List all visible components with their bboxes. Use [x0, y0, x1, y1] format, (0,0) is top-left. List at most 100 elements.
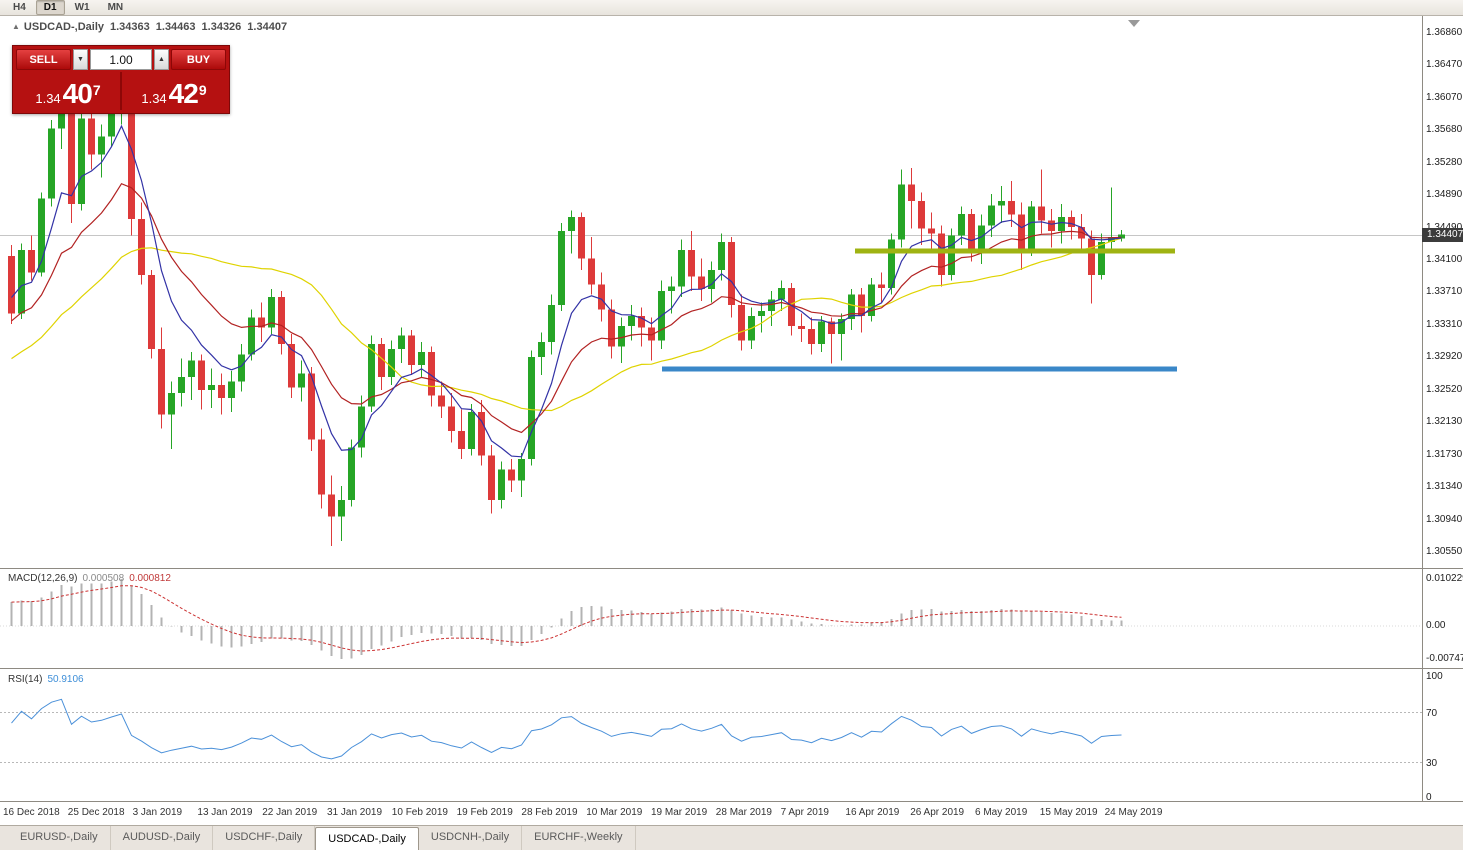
price-tick: 1.30550 [1426, 545, 1463, 557]
date-tick: 15 May 2019 [1039, 807, 1098, 818]
up-arrow-icon: ▲ [158, 56, 165, 63]
ma-mid-line [11, 182, 1122, 434]
date-tick: 16 Apr 2019 [845, 807, 900, 818]
ohlc-close: 1.34407 [247, 21, 288, 33]
macd-value-signal: 0.000812 [129, 573, 171, 584]
bid-ask-row: 1.34 40 7 1.34 42 9 [16, 72, 226, 110]
rsi-axis-label: 70 [1426, 707, 1438, 719]
symbol-marker-icon: ▲ [12, 22, 20, 31]
pane-separator-macd-rsi[interactable] [0, 668, 1463, 669]
price-tick: 1.35680 [1426, 124, 1463, 136]
period-button-d1[interactable]: D1 [35, 0, 65, 15]
date-tick: 3 Jan 2019 [132, 807, 183, 818]
macd-value-main: 0.000508 [82, 573, 125, 584]
current-price-badge: 1.34407 [1422, 227, 1463, 242]
period-buttons: H4 D1 W1 MN [5, 0, 133, 15]
price-tick: 1.36070 [1426, 91, 1463, 103]
price-tick: 1.31340 [1426, 480, 1463, 492]
ma-fast-line [11, 124, 1122, 458]
ohlc-low: 1.34326 [201, 21, 242, 33]
macd-signal-line [11, 585, 1122, 652]
date-tick: 10 Feb 2019 [391, 807, 448, 818]
macd-indicator-label: MACD(12,26,9) 0.000508 0.000812 [8, 573, 171, 584]
date-tick: 22 Jan 2019 [262, 807, 318, 818]
price-tick: 1.32520 [1426, 383, 1463, 395]
bid-price-display: 1.34 40 7 [16, 72, 122, 110]
chart-shift-marker-icon[interactable] [1128, 20, 1140, 27]
timeframe-toolbar: H4 D1 W1 MN [0, 0, 1463, 16]
date-tick: 6 May 2019 [975, 807, 1028, 818]
tab-usdcnh-daily[interactable]: USDCNH-,Daily [419, 826, 523, 850]
ma-slow-line [11, 237, 1122, 412]
bid-price-prefix: 1.34 [35, 91, 61, 106]
price-axis[interactable]: 1.36860 1.36470 1.36070 1.35680 1.35280 1.348… [1423, 16, 1463, 802]
price-tick: 1.34890 [1426, 189, 1463, 200]
price-axis-separator [1422, 16, 1423, 802]
rsi-axis-label: 30 [1426, 757, 1438, 769]
macd-histogram [10, 578, 1123, 660]
rsi-title: RSI(14) [8, 674, 43, 685]
period-button-w1[interactable]: W1 [74, 2, 90, 13]
ask-price-point: 9 [198, 82, 207, 98]
price-tick: 1.36860 [1426, 27, 1463, 38]
price-tick: 1.31730 [1426, 448, 1463, 460]
buy-button[interactable]: BUY [171, 49, 226, 70]
price-tick: 1.34100 [1426, 253, 1463, 265]
rsi-indicator-label: RSI(14) 50.9106 [8, 674, 84, 685]
ask-price-pips: 42 [168, 78, 199, 109]
bid-price-pips: 40 [62, 78, 93, 109]
volume-increase-button[interactable]: ▲ [154, 49, 169, 70]
macd-axis-label: 0.00 [1426, 620, 1446, 632]
price-tick: 1.35280 [1426, 156, 1463, 168]
tab-usdchf-daily[interactable]: USDCHF-,Daily [213, 826, 316, 850]
rsi-axis-label: 0 [1426, 792, 1432, 803]
price-tick: 1.32130 [1426, 415, 1463, 427]
tab-usdcad-daily[interactable]: USDCAD-,Daily [315, 827, 419, 850]
date-tick: 19 Mar 2019 [651, 807, 708, 818]
date-tick: 19 Feb 2019 [456, 807, 513, 818]
price-tick: 1.32920 [1426, 351, 1463, 362]
volume-input[interactable] [90, 49, 152, 70]
trade-controls-row: SELL ▼ ▲ BUY [16, 49, 226, 70]
macd-axis-label: -0.00747 [1426, 653, 1463, 664]
date-tick: 28 Mar 2019 [715, 807, 772, 818]
ohlc-open: 1.34363 [110, 21, 150, 33]
tab-eurchf-weekly[interactable]: EURCHF-,Weekly [522, 826, 636, 850]
rsi-axis-label: 100 [1426, 671, 1443, 682]
tab-audusd-daily[interactable]: AUDUSD-,Daily [111, 826, 214, 850]
down-arrow-icon: ▼ [77, 56, 84, 63]
period-button-mn[interactable]: MN [107, 2, 124, 13]
date-tick: 7 Apr 2019 [780, 807, 829, 818]
candlesticks [8, 51, 1125, 547]
price-tick: 1.30940 [1426, 513, 1463, 525]
date-tick: 31 Jan 2019 [327, 807, 383, 818]
chart-caption: ▲ USDCAD-,Daily 1.34363 1.34463 1.34326 1.344… [12, 21, 287, 33]
macd-axis-label: 0.010229 [1426, 573, 1463, 584]
price-tick: 1.33710 [1426, 286, 1463, 298]
macd-title: MACD(12,26,9) [8, 573, 78, 584]
ohlc-high: 1.34463 [155, 21, 196, 33]
pane-separator-main-macd[interactable] [0, 568, 1463, 569]
period-button-h4[interactable]: H4 [13, 2, 26, 13]
date-tick: 24 May 2019 [1104, 807, 1163, 818]
price-tick: 1.34490 [1426, 222, 1462, 233]
date-tick: 28 Feb 2019 [521, 807, 578, 818]
chart-symbol-label: USDCAD-,Daily [23, 21, 104, 33]
date-tick: 10 Mar 2019 [586, 807, 643, 818]
sell-button[interactable]: SELL [16, 49, 71, 70]
date-tick: 25 Dec 2018 [67, 807, 125, 818]
date-tick: 13 Jan 2019 [197, 807, 253, 818]
moving-averages [11, 124, 1122, 458]
date-tick: 26 Apr 2019 [910, 807, 965, 818]
volume-decrease-button[interactable]: ▼ [73, 49, 88, 70]
rsi-line [11, 698, 1122, 760]
pane-separator-rsi-dates[interactable] [0, 801, 1463, 802]
date-tick: 16 Dec 2018 [3, 807, 60, 818]
date-axis[interactable]: 16 Dec 2018 25 Dec 2018 3 Jan 2019 13 Jan 2… [0, 802, 1463, 824]
tab-eurusd-daily[interactable]: EURUSD-,Daily [8, 826, 111, 850]
ask-price-display: 1.34 42 9 [122, 72, 226, 110]
price-tick: 1.33310 [1426, 318, 1463, 330]
chart-tab-bar: EURUSD-,Daily AUDUSD-,Daily USDCHF-,Daily U… [0, 825, 1463, 850]
